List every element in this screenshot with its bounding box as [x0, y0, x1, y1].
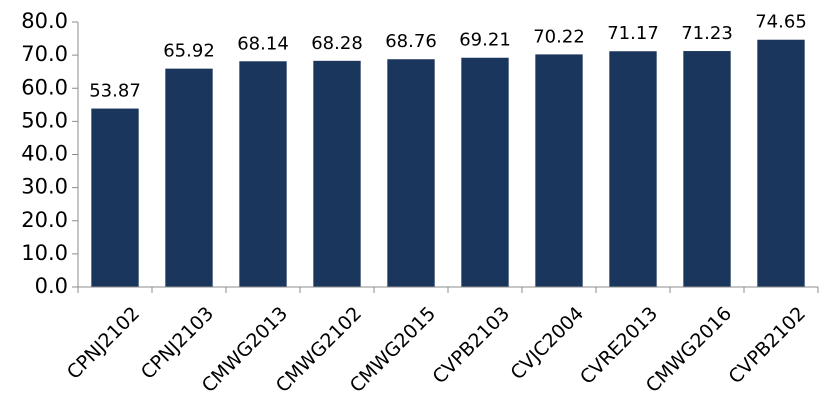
x-tick-label: CPNJ2102: [63, 303, 144, 384]
data-label: 74.65: [755, 12, 807, 33]
data-labels: 53.87 65.92 68.14 68.28 68.76 69.21 70.22 71.17…: [89, 12, 807, 102]
bar: [387, 59, 435, 287]
y-tick-label: 80.0: [21, 9, 68, 33]
data-label: 69.21: [459, 30, 511, 51]
data-label: 71.23: [681, 23, 733, 44]
x-tick-label: CPNJ2103: [137, 303, 218, 384]
y-axis: 0.0 10.0 20.0 30.0 40.0 50.0 60.0 70.0 80.0: [21, 9, 79, 298]
data-label: 68.76: [385, 31, 437, 52]
x-axis: CPNJ2102CPNJ2103CMWG2013CMWG2102CMWG2015…: [63, 286, 819, 397]
bar: [91, 108, 139, 287]
y-tick-label: 30.0: [21, 175, 68, 199]
bar: [165, 68, 213, 287]
data-label: 65.92: [163, 41, 215, 62]
data-label: 71.17: [607, 23, 659, 44]
bar: [683, 51, 731, 287]
y-tick-label: 20.0: [21, 208, 68, 232]
bar: [609, 51, 657, 287]
x-tick-label: CVPB2102: [724, 303, 810, 389]
bar: [535, 54, 583, 287]
data-label: 68.14: [237, 33, 289, 54]
data-label: 53.87: [89, 81, 141, 102]
y-tick-label: 40.0: [21, 142, 68, 166]
bar: [239, 61, 287, 287]
data-label: 68.28: [311, 33, 363, 54]
y-tick-label: 10.0: [21, 241, 68, 265]
y-tick-label: 60.0: [21, 75, 68, 99]
x-tick-label: CVPB2103: [428, 303, 514, 389]
y-tick-label: 70.0: [21, 42, 68, 66]
bars: [91, 39, 805, 288]
bar: [757, 39, 805, 287]
bar: [313, 60, 361, 288]
y-tick-label: 0.0: [35, 274, 68, 298]
data-label: 70.22: [533, 26, 585, 47]
y-tick-label: 50.0: [21, 108, 68, 132]
bar: [461, 57, 509, 287]
